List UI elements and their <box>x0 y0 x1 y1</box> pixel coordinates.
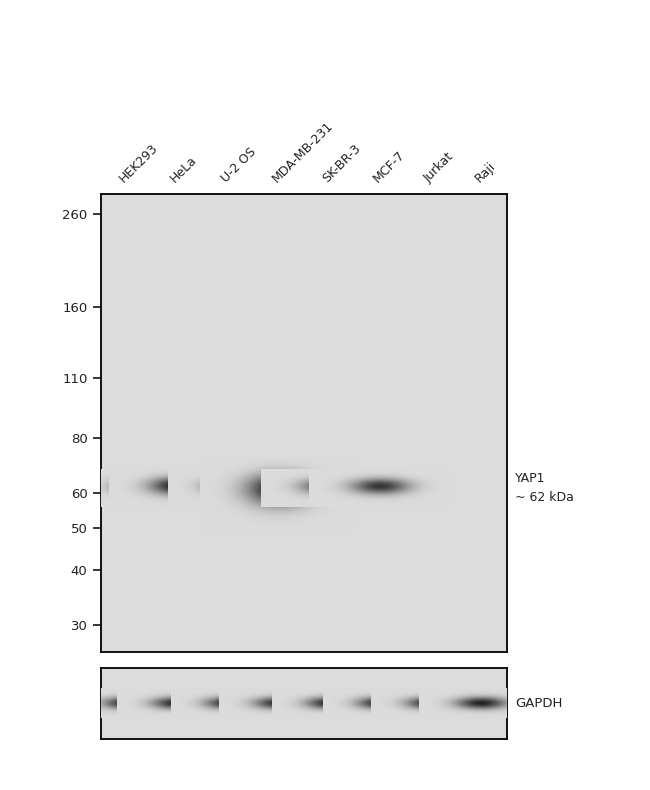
Text: ~ 62 kDa: ~ 62 kDa <box>515 491 574 504</box>
Text: HEK293: HEK293 <box>117 141 161 185</box>
Text: HeLa: HeLa <box>168 153 200 185</box>
Text: Jurkat: Jurkat <box>422 150 456 185</box>
Text: Raji: Raji <box>473 160 498 185</box>
Text: SK-BR-3: SK-BR-3 <box>320 141 363 185</box>
Text: GAPDH: GAPDH <box>515 697 562 709</box>
Text: U-2 OS: U-2 OS <box>218 145 258 185</box>
Text: MDA-MB-231: MDA-MB-231 <box>269 118 335 185</box>
Text: YAP1: YAP1 <box>515 472 546 485</box>
Text: MCF-7: MCF-7 <box>371 148 408 185</box>
